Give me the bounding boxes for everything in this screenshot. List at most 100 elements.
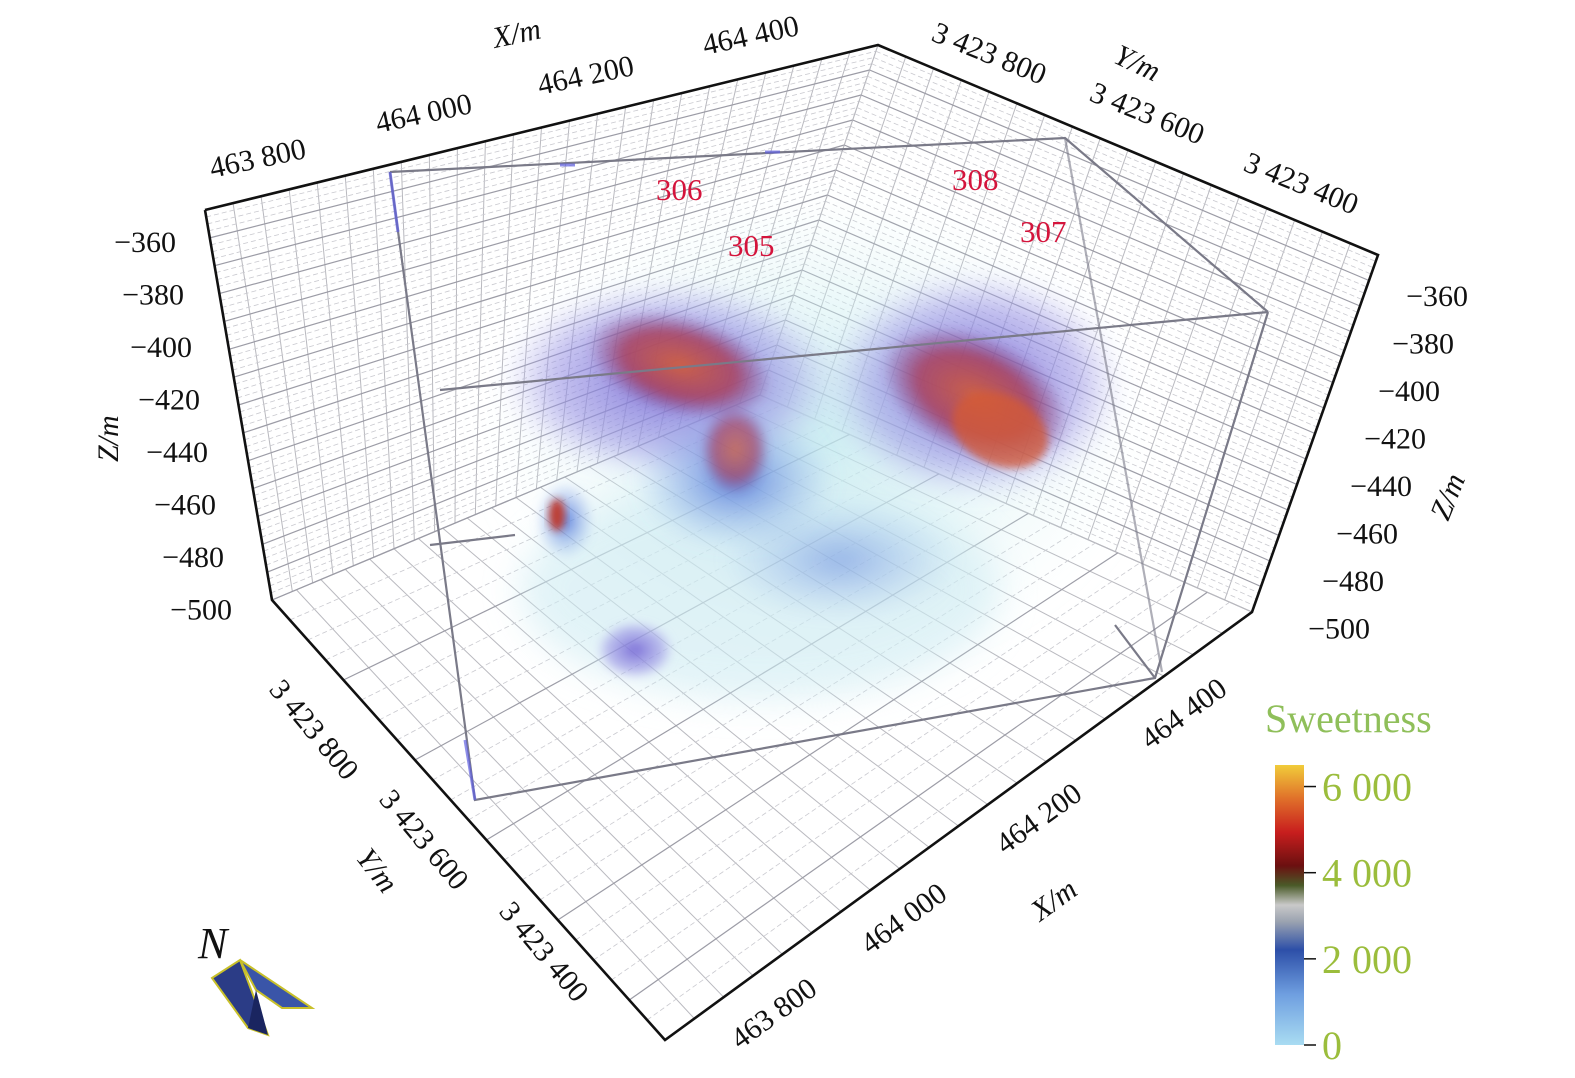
x-axis-title-top: X/m: [489, 13, 544, 56]
colorbar-gradient: [1275, 765, 1304, 1045]
left-wall-grid-line-v: [261, 338, 780, 538]
core-small-left: [549, 499, 565, 531]
right-wall-grid-line-v: [850, 125, 1349, 339]
x-axis-title-bottom: X/m: [1024, 873, 1083, 929]
well-label-306: 306: [656, 172, 703, 207]
y-axis-tick-label: 3 423 400: [493, 895, 595, 1008]
z-axis-tick-label: −440: [1350, 470, 1412, 503]
floor-grid-line-v: [521, 532, 1074, 881]
left-wall-grid-line-v: [219, 119, 853, 295]
right-wall-grid-line-v: [863, 88, 1363, 300]
right-wall-grid-line-v: [875, 50, 1376, 262]
colorbar-tick-label: 2 000: [1322, 937, 1412, 982]
left-wall-grid-line-v: [226, 157, 841, 336]
right-wall-grid-line-v: [865, 82, 1365, 294]
floor-grid-line-u: [344, 568, 754, 977]
z-axis-left-ticks: −360 −380 −400 −420 −440 −460 −480 −500: [114, 226, 232, 627]
left-wall-grid-line-v: [210, 75, 868, 246]
colorbar: Sweetness 6 000 4 000 2 000 0: [1265, 696, 1432, 1068]
z-axis-tick-label: −460: [154, 489, 216, 522]
z-axis-tick-label: −380: [122, 279, 184, 312]
well-label-305: 305: [728, 228, 775, 263]
sweetness-volume: [485, 190, 1145, 700]
y-axis-title-bottom: Y/m: [349, 842, 404, 899]
core-east-hot: [952, 391, 1048, 469]
z-axis-tick-label: −460: [1336, 518, 1398, 551]
core-west: [587, 310, 773, 420]
right-wall-grid-line-v: [846, 138, 1345, 351]
left-wall-grid-line-v: [240, 232, 815, 420]
z-axis-tick-label: −380: [1392, 328, 1454, 361]
left-wall-grid-line-v: [212, 82, 866, 253]
z-axis-tick-label: −360: [114, 226, 176, 259]
z-axis-title-left: Z/m: [92, 415, 125, 462]
core-west-lower: [700, 405, 770, 495]
right-wall-grid-line-v: [852, 119, 1352, 333]
left-wall-grid-line-v: [206, 50, 876, 218]
right-wall-grid-line-v: [839, 157, 1338, 371]
x-axis-tick-label: 463 800: [207, 132, 309, 185]
x-axis-tick-label: 464 200: [535, 49, 637, 102]
right-wall-grid-line-v: [856, 107, 1356, 320]
colorbar-title: Sweetness: [1265, 696, 1432, 741]
left-wall-grid-line-v: [245, 257, 807, 448]
z-axis-tick-label: −400: [130, 331, 192, 364]
x-axis-tick-label: 464 400: [1135, 672, 1233, 756]
left-wall-grid-line-v: [214, 94, 862, 267]
colorbar-tick-label: 4 000: [1322, 851, 1412, 896]
z-axis-tick-label: −400: [1378, 375, 1440, 408]
left-wall-grid-line-v: [221, 132, 849, 308]
colorbar-tick-label: 0: [1322, 1023, 1342, 1068]
blue-zone-left: [535, 480, 595, 560]
left-wall-grid-line-v: [220, 125, 851, 301]
survey-box-accents: [388, 150, 780, 801]
left-wall-grid-line-v: [218, 113, 855, 287]
floor-grid-line-u: [320, 579, 725, 998]
floor-grid-line-u: [296, 589, 695, 1019]
z-axis-tick-label: −480: [162, 541, 224, 574]
blue-zone-south: [720, 500, 960, 620]
floor-grid-line-v: [539, 542, 1096, 901]
y-axis-tick-label: 3 423 800: [263, 673, 365, 786]
survey-box: [388, 136, 1270, 802]
well-label-307: 307: [1020, 214, 1067, 249]
north-label: N: [197, 919, 230, 968]
left-wall-grid-line-v: [216, 107, 858, 281]
left-wall-grid-line-v: [215, 100, 860, 274]
z-axis-tick-label: −440: [146, 436, 208, 469]
y-axis-tick-label: 3 423 800: [927, 16, 1051, 92]
left-wall-grid-line-v: [227, 163, 839, 343]
x-axis-tick-label: 464 000: [373, 87, 475, 140]
right-wall-grid-line-v: [860, 94, 1361, 307]
colorbar-ticks: 6 000 4 000 2 000 0: [1304, 765, 1412, 1068]
z-axis-tick-label: −420: [138, 384, 200, 417]
y-axis-tick-label: 3 423 400: [1239, 146, 1363, 222]
north-arrow-icon: [210, 958, 316, 1037]
left-wall-grid-line-v: [237, 213, 822, 399]
left-wall-grid-line-v: [222, 138, 847, 315]
colorbar-tick-label: 6 000: [1322, 765, 1412, 810]
right-wall-grid-line-v: [837, 163, 1336, 377]
floor-grid-line-v: [611, 582, 1186, 981]
x-axis-tick-label: 464 200: [990, 777, 1088, 861]
left-wall-grid-line-v: [207, 57, 874, 225]
z-axis-right-ticks: −360 −380 −400 −420 −440 −460 −480 −500: [1308, 280, 1468, 646]
right-wall-grid-line-v: [854, 113, 1354, 326]
floor-grid-line-v: [628, 591, 1208, 1001]
floor-grid-line-v: [593, 572, 1163, 961]
left-wall-grid-line-v: [223, 144, 845, 323]
z-axis-title-right: Z/m: [1424, 469, 1472, 525]
right-wall-grid-line-v: [869, 69, 1370, 282]
left-wall-grid-line-v: [225, 150, 843, 329]
x-axis-tick-label: 464 400: [700, 9, 802, 62]
right-wall-grid-line-v: [867, 75, 1367, 288]
right-wall-grid-line-v: [871, 63, 1372, 275]
floor-grid-line-v: [575, 562, 1141, 941]
floor-grid-line-v: [325, 424, 828, 661]
north-arrow: N: [197, 919, 316, 1037]
blue-zone-floor: [595, 620, 675, 680]
z-axis-tick-label: −500: [1308, 613, 1370, 646]
